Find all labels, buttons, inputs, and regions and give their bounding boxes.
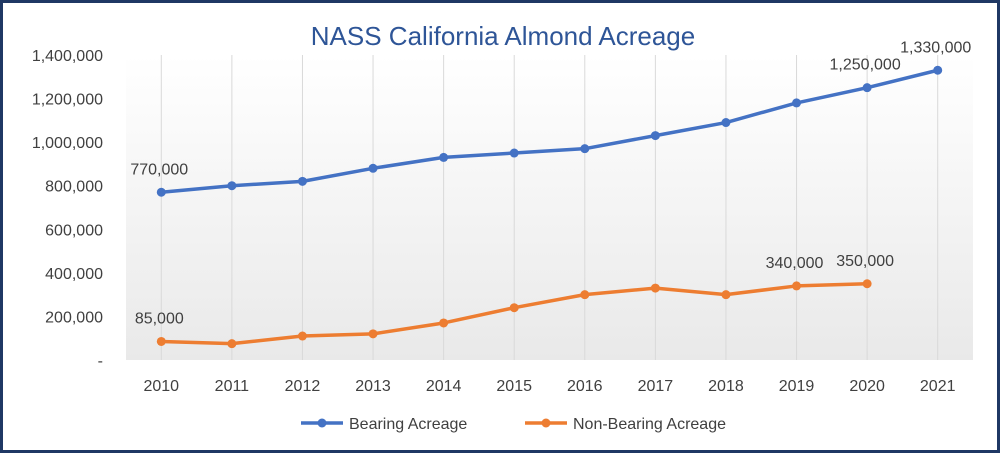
data-point: [156, 187, 166, 197]
y-tick-label: 1,000,000: [32, 135, 103, 152]
x-tick-label: 2018: [708, 378, 744, 395]
x-tick-label: 2020: [849, 378, 885, 395]
series-line: [159, 68, 940, 194]
legend: Bearing Acreage Non-Bearing Acreage: [301, 416, 726, 433]
legend-label: Bearing Acreage: [349, 416, 467, 433]
data-point: [368, 163, 378, 173]
data-point: [721, 118, 731, 128]
y-tick-label: 200,000: [45, 309, 103, 326]
y-tick-label: -: [98, 353, 103, 370]
legend-marker: [541, 418, 551, 428]
y-tick-label: 1,200,000: [32, 92, 103, 109]
plot-background: [126, 55, 973, 360]
chart-title: NASS California Almond Acreage: [311, 21, 695, 51]
data-label: 85,000: [135, 310, 184, 327]
data-point: [439, 152, 449, 162]
data-point: [297, 176, 307, 186]
x-tick-label: 2015: [496, 378, 532, 395]
y-axis: - 200,000 400,000 600,000 800,000 1,000,000 1,…: [32, 48, 103, 370]
x-tick-label: 2021: [920, 378, 956, 395]
legend-item: Bearing Acreage: [301, 416, 467, 433]
data-point: [650, 283, 660, 293]
data-point: [721, 290, 731, 300]
x-tick-label: 2013: [355, 378, 391, 395]
data-label: 1,330,000: [900, 39, 971, 56]
data-label: 1,250,000: [830, 57, 901, 74]
data-point: [580, 144, 590, 154]
data-point: [439, 318, 449, 328]
legend-marker: [317, 418, 327, 428]
data-point: [792, 281, 802, 291]
y-tick-label: 600,000: [45, 222, 103, 239]
data-point: [650, 131, 660, 141]
x-tick-label: 2014: [426, 378, 462, 395]
y-tick-label: 800,000: [45, 179, 103, 196]
data-label: 340,000: [766, 255, 824, 272]
plot-area: [126, 55, 973, 360]
chart-canvas: NASS California Almond Acreage - 200,000 4…: [32, 21, 973, 433]
data-point: [933, 65, 943, 75]
x-tick-label: 2016: [567, 378, 603, 395]
data-point: [368, 329, 378, 339]
legend-label: Non-Bearing Acreage: [573, 416, 726, 433]
x-tick-label: 2010: [143, 378, 179, 395]
data-point: [297, 331, 307, 341]
series-2: [156, 279, 872, 349]
x-tick-label: 2017: [638, 378, 674, 395]
data-point: [509, 303, 519, 313]
x-tick-label: 2019: [779, 378, 815, 395]
data-point: [227, 181, 237, 191]
data-point: [792, 98, 802, 108]
x-tick-label: 2012: [285, 378, 321, 395]
x-axis: 2010 2011 2012 2013 2014 2015 2016 2017 2018 2019…: [143, 378, 955, 395]
data-point: [862, 83, 872, 93]
series-1: [156, 65, 943, 197]
data-label: 350,000: [836, 253, 894, 270]
legend-item: Non-Bearing Acreage: [525, 416, 726, 433]
data-point: [227, 339, 237, 349]
data-point: [156, 336, 166, 346]
y-tick-label: 1,400,000: [32, 48, 103, 65]
data-point: [862, 279, 872, 289]
grid-lines: [160, 55, 939, 360]
data-point: [509, 148, 519, 158]
y-tick-label: 400,000: [45, 266, 103, 283]
series-layer: [156, 65, 943, 349]
x-tick-label: 2011: [215, 378, 250, 395]
data-point: [580, 290, 590, 300]
data-label: 770,000: [130, 161, 188, 178]
